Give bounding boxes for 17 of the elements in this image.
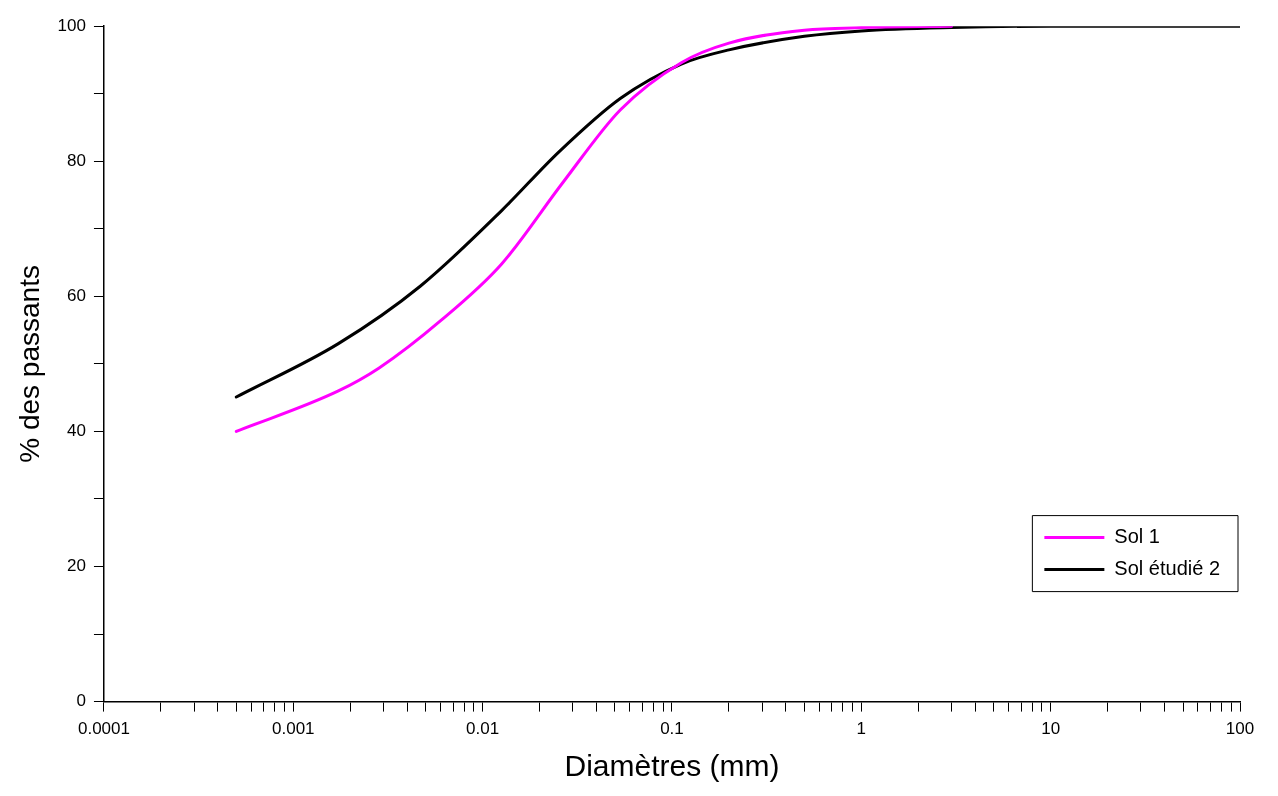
x-tick-label: 1 xyxy=(856,719,867,739)
x-tick-label: 0.1 xyxy=(660,719,684,739)
x-tick-label: 100 xyxy=(1225,719,1255,739)
x-tick-label: 10 xyxy=(1041,719,1061,739)
legend-label: Sol étudié 2 xyxy=(1114,557,1221,580)
legend-label: Sol 1 xyxy=(1114,525,1160,548)
y-tick-label: 40 xyxy=(67,421,86,441)
x-tick-label: 0.001 xyxy=(272,719,315,739)
y-tick-label: 100 xyxy=(57,15,86,35)
y-axis-title: % des passants xyxy=(13,265,45,463)
y-tick-label: 80 xyxy=(67,150,86,170)
x-tick-label: 0.0001 xyxy=(77,719,130,739)
x-tick-label: 0.01 xyxy=(466,719,500,739)
y-tick-label: 60 xyxy=(67,286,86,306)
y-tick-label: 20 xyxy=(67,556,86,576)
x-axis-title: Diamètres (mm) xyxy=(564,749,780,783)
y-tick-label: 0 xyxy=(76,691,86,711)
